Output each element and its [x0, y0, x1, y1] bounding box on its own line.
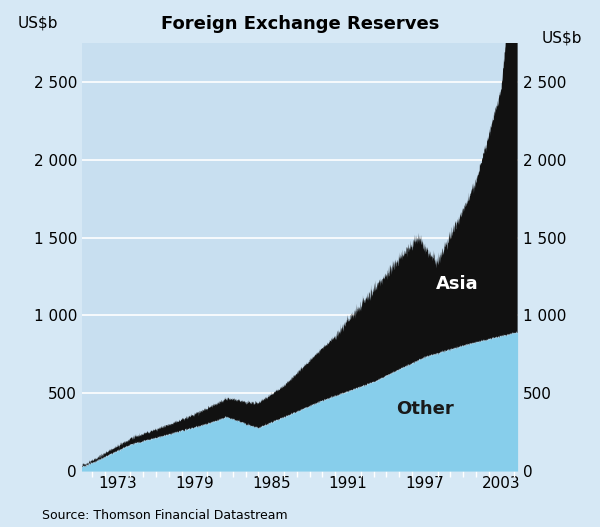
- Text: Other: Other: [396, 400, 454, 418]
- Title: Foreign Exchange Reserves: Foreign Exchange Reserves: [161, 15, 439, 33]
- Y-axis label: US$b: US$b: [542, 30, 582, 45]
- Text: Asia: Asia: [436, 275, 478, 293]
- Text: Source: Thomson Financial Datastream: Source: Thomson Financial Datastream: [42, 509, 287, 522]
- Y-axis label: US$b: US$b: [18, 15, 58, 30]
